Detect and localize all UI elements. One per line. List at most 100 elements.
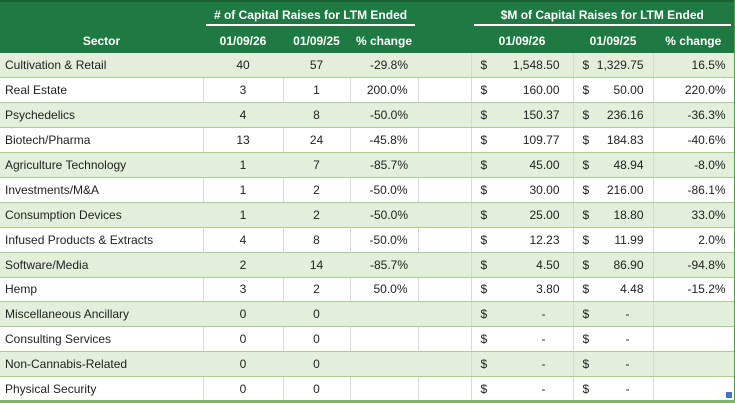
sector-cell[interactable]: Miscellaneous Ancillary <box>0 301 203 328</box>
raises-26-cell[interactable]: 3 <box>202 277 283 303</box>
dollars-25-cell[interactable]: $ - <box>572 301 654 328</box>
dollars-date-26-header[interactable]: 01/09/26 <box>471 28 574 53</box>
dollars-25-cell[interactable]: $48.94 <box>572 152 654 178</box>
raises-26-cell[interactable]: 1 <box>203 152 283 178</box>
dollars-25-cell[interactable]: $ - <box>572 376 654 402</box>
raises-26-cell[interactable]: 2 <box>203 252 283 278</box>
dollars-25-cell[interactable]: $ - <box>572 326 654 353</box>
sector-cell[interactable]: Agriculture Technology <box>0 152 203 178</box>
sector-column-header[interactable]: Sector <box>0 28 203 53</box>
dollars-26-cell[interactable]: $4.50 <box>470 252 574 278</box>
raises-26-cell[interactable]: 1 <box>203 202 283 228</box>
raises-change-cell[interactable] <box>349 326 419 353</box>
raises-26-cell[interactable]: 1 <box>202 177 283 203</box>
raises-26-cell[interactable]: 40 <box>203 53 283 79</box>
dollars-change-cell[interactable]: 16.5% <box>652 53 735 79</box>
dollars-26-cell[interactable]: $1,548.50 <box>470 53 574 79</box>
dollars-change-cell[interactable] <box>652 301 735 328</box>
dollars-change-cell[interactable]: -86.1% <box>652 177 735 203</box>
raises-25-cell[interactable]: 0 <box>283 301 350 328</box>
raises-26-cell[interactable]: 13 <box>202 127 283 154</box>
dollars-25-cell[interactable]: $11.99 <box>572 227 654 253</box>
raises-pct-change-header[interactable]: % change <box>350 28 419 53</box>
dollars-25-cell[interactable]: $236.16 <box>572 102 654 129</box>
sector-cell[interactable]: Consulting Services <box>0 326 203 353</box>
raises-26-cell[interactable]: 0 <box>202 326 283 353</box>
sector-cell[interactable]: Investments/M&A <box>0 177 203 203</box>
dollars-26-cell[interactable]: $ - <box>470 376 574 402</box>
dollars-change-cell[interactable] <box>652 376 735 402</box>
sector-cell[interactable]: Biotech/Pharma <box>0 127 203 154</box>
raises-change-cell[interactable]: 200.0% <box>349 77 419 104</box>
dollars-26-cell[interactable]: $25.00 <box>470 202 574 228</box>
dollars-26-cell[interactable]: $45.00 <box>470 152 574 178</box>
header-corner-cell[interactable] <box>0 1 203 28</box>
sector-cell[interactable]: Physical Security <box>0 376 203 402</box>
sector-cell[interactable]: Real Estate <box>0 77 203 104</box>
dollars-change-cell[interactable] <box>652 326 735 353</box>
dollars-26-cell[interactable]: $ - <box>470 351 574 378</box>
excel-fill-handle[interactable] <box>725 391 733 399</box>
raises-date-25-header[interactable]: 01/09/25 <box>283 28 350 53</box>
dollars-25-cell[interactable]: $184.83 <box>572 127 654 154</box>
raises-26-cell[interactable]: 4 <box>202 227 283 253</box>
raises-change-cell[interactable]: -45.8% <box>349 127 419 154</box>
dollars-change-cell[interactable]: 220.0% <box>652 77 735 104</box>
dollars-change-cell[interactable]: -8.0% <box>652 152 735 178</box>
raises-change-cell[interactable]: -50.0% <box>350 102 419 129</box>
raises-25-cell[interactable]: 8 <box>283 102 350 129</box>
dollars-change-cell[interactable]: -94.8% <box>652 252 735 278</box>
raises-change-cell[interactable]: -85.7% <box>350 252 419 278</box>
sector-cell[interactable]: Software/Media <box>0 252 203 278</box>
sector-cell[interactable]: Cultivation & Retail <box>0 53 203 79</box>
dollars-25-cell[interactable]: $50.00 <box>572 77 654 104</box>
raises-change-cell[interactable]: -50.0% <box>349 177 419 203</box>
raises-change-cell[interactable]: -29.8% <box>350 53 419 79</box>
raises-25-cell[interactable]: 24 <box>282 127 350 154</box>
raises-25-cell[interactable]: 0 <box>282 376 350 402</box>
dollars-25-cell[interactable]: $86.90 <box>572 252 654 278</box>
dollars-26-cell[interactable]: $30.00 <box>470 177 574 203</box>
raises-change-cell[interactable] <box>350 351 419 378</box>
dollars-26-cell[interactable]: $12.23 <box>470 227 574 253</box>
raises-26-cell[interactable]: 0 <box>203 351 283 378</box>
dollars-26-cell[interactable]: $ - <box>470 326 574 353</box>
raises-25-cell[interactable]: 0 <box>282 326 350 353</box>
raises-change-cell[interactable]: 50.0% <box>349 277 419 303</box>
dollars-25-cell[interactable]: $ - <box>572 351 654 378</box>
raises-26-cell[interactable]: 0 <box>202 376 283 402</box>
raises-change-cell[interactable] <box>350 301 419 328</box>
raises-25-cell[interactable]: 8 <box>282 227 350 253</box>
dollars-change-cell[interactable]: -15.2% <box>652 277 735 303</box>
dollars-26-cell[interactable]: $160.00 <box>470 77 574 104</box>
dollars-26-cell[interactable]: $150.37 <box>470 102 574 129</box>
dollars-change-cell[interactable]: -36.3% <box>652 102 735 129</box>
raises-25-cell[interactable]: 0 <box>283 351 350 378</box>
dollars-change-cell[interactable]: -40.6% <box>652 127 735 154</box>
raises-change-cell[interactable]: -50.0% <box>349 227 419 253</box>
dollars-change-cell[interactable]: 2.0% <box>652 227 735 253</box>
raises-date-26-header[interactable]: 01/09/26 <box>203 28 283 53</box>
raises-25-cell[interactable]: 57 <box>283 53 350 79</box>
raises-25-cell[interactable]: 2 <box>282 277 350 303</box>
raises-25-cell[interactable]: 1 <box>282 77 350 104</box>
right-section-title-cell[interactable]: $M of Capital Raises for LTM Ended <box>471 1 735 28</box>
sector-cell[interactable]: Infused Products & Extracts <box>0 227 203 253</box>
raises-26-cell[interactable]: 0 <box>203 301 283 328</box>
raises-25-cell[interactable]: 14 <box>283 252 350 278</box>
dollars-26-cell[interactable]: $ - <box>470 301 574 328</box>
left-section-title-cell[interactable]: # of Capital Raises for LTM Ended <box>203 1 419 28</box>
dollars-25-cell[interactable]: $1,329.75 <box>572 53 654 79</box>
sector-cell[interactable]: Psychedelics <box>0 102 203 129</box>
dollars-change-cell[interactable] <box>652 351 735 378</box>
dollars-change-cell[interactable]: 33.0% <box>652 202 735 228</box>
dollars-26-cell[interactable]: $109.77 <box>470 127 574 154</box>
dollars-25-cell[interactable]: $18.80 <box>572 202 654 228</box>
raises-change-cell[interactable]: -50.0% <box>350 202 419 228</box>
raises-26-cell[interactable]: 4 <box>203 102 283 129</box>
dollars-date-25-header[interactable]: 01/09/25 <box>573 28 654 53</box>
raises-change-cell[interactable] <box>349 376 419 402</box>
dollars-25-cell[interactable]: $4.48 <box>572 277 654 303</box>
raises-26-cell[interactable]: 3 <box>202 77 283 104</box>
raises-change-cell[interactable]: -85.7% <box>350 152 419 178</box>
